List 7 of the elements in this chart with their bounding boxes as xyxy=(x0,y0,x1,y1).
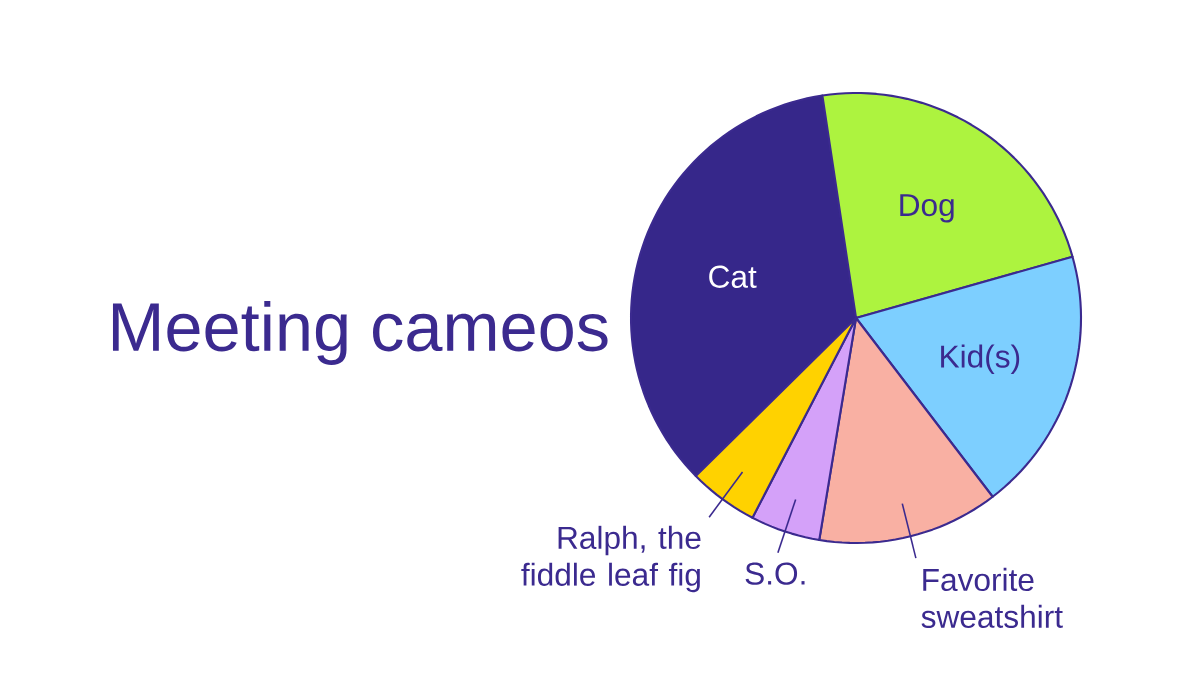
slice-label: Kid(s) xyxy=(941,344,1020,374)
slice-label: Cat xyxy=(709,265,757,288)
text: Meeting cameos xyxy=(112,301,608,365)
slice-label: S.O. xyxy=(745,562,805,585)
slice-label: Favorite sweatshirt xyxy=(921,567,1063,628)
slice-label: Ralph, the fiddle leaf fig xyxy=(521,525,701,593)
slice-label: Dog xyxy=(900,194,954,223)
